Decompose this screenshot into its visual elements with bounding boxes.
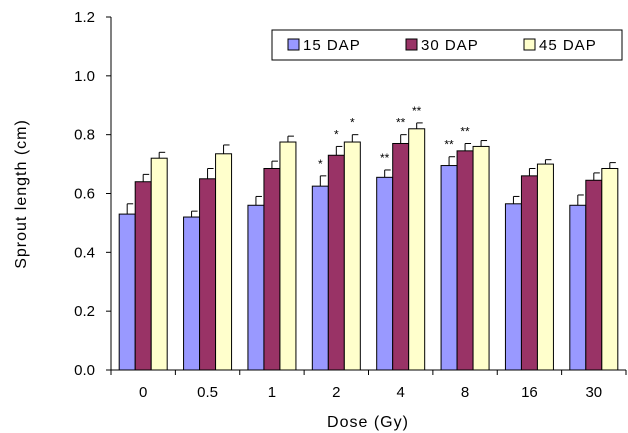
y-tick-label: 0.4	[74, 244, 95, 261]
bar	[247, 204, 265, 371]
axes-layer: 0.0 0.2 0.4 0.6 0.8 1.0 1.2 0 0.5 1 2 4 8 16 30	[74, 9, 627, 401]
significance-mark: **	[412, 104, 422, 118]
legend-label: 30 DAP	[421, 37, 479, 54]
x-tick-label: 30	[585, 384, 602, 401]
bar	[456, 150, 474, 371]
x-tick-label: 1	[268, 384, 276, 401]
bar	[279, 141, 297, 371]
legend-box	[271, 29, 623, 61]
bar	[311, 185, 329, 371]
significance-mark: *	[350, 116, 355, 130]
significance-mark: **	[380, 151, 390, 165]
bar	[440, 165, 458, 371]
significance-mark: **	[460, 124, 470, 138]
significance-mark: *	[318, 157, 323, 171]
bar	[327, 154, 345, 371]
bar	[263, 167, 281, 371]
bar	[392, 142, 410, 371]
y-tick-label: 1.0	[74, 68, 95, 85]
y-tick-label: 1.2	[74, 9, 95, 26]
x-tick-label: 0.5	[197, 384, 218, 401]
y-axis-title: Sprout length (cm)	[13, 119, 30, 269]
legend-swatch	[287, 38, 300, 51]
legend-swatch	[405, 38, 418, 51]
x-tick-label: 16	[521, 384, 538, 401]
x-axis-title: Dose (Gy)	[327, 414, 409, 431]
y-tick-label: 0.0	[74, 362, 95, 379]
bar	[520, 175, 538, 371]
bar	[585, 179, 603, 371]
bar	[536, 163, 554, 371]
significance-mark: *	[334, 127, 339, 141]
bar	[408, 128, 426, 371]
bar	[569, 204, 587, 371]
significance-layer: *************	[318, 104, 470, 171]
bar	[601, 167, 619, 371]
y-tick-label: 0.2	[74, 303, 95, 320]
y-tick-label: 0.6	[74, 186, 95, 203]
bar	[343, 141, 361, 371]
bar	[215, 153, 233, 371]
bar	[183, 216, 201, 371]
y-tick-label: 0.8	[74, 127, 95, 144]
legend-swatch	[523, 38, 536, 51]
x-tick-label: 4	[397, 384, 405, 401]
x-tick-label: 2	[332, 384, 340, 401]
error-bars-layer	[126, 122, 616, 218]
bars-layer	[118, 128, 619, 371]
legend: 15 DAP 30 DAP 45 DAP	[271, 29, 623, 61]
legend-label: 45 DAP	[539, 37, 597, 54]
bar	[199, 178, 217, 371]
bar	[376, 176, 394, 371]
legend-label: 15 DAP	[303, 37, 361, 54]
x-tick-label: 8	[461, 384, 469, 401]
x-tick-label: 0	[139, 384, 147, 401]
significance-mark: **	[444, 138, 454, 152]
bar	[504, 203, 522, 371]
significance-mark: **	[396, 116, 406, 130]
bar	[118, 213, 136, 371]
bar	[134, 181, 152, 371]
bar	[150, 157, 168, 371]
bar	[472, 145, 490, 371]
